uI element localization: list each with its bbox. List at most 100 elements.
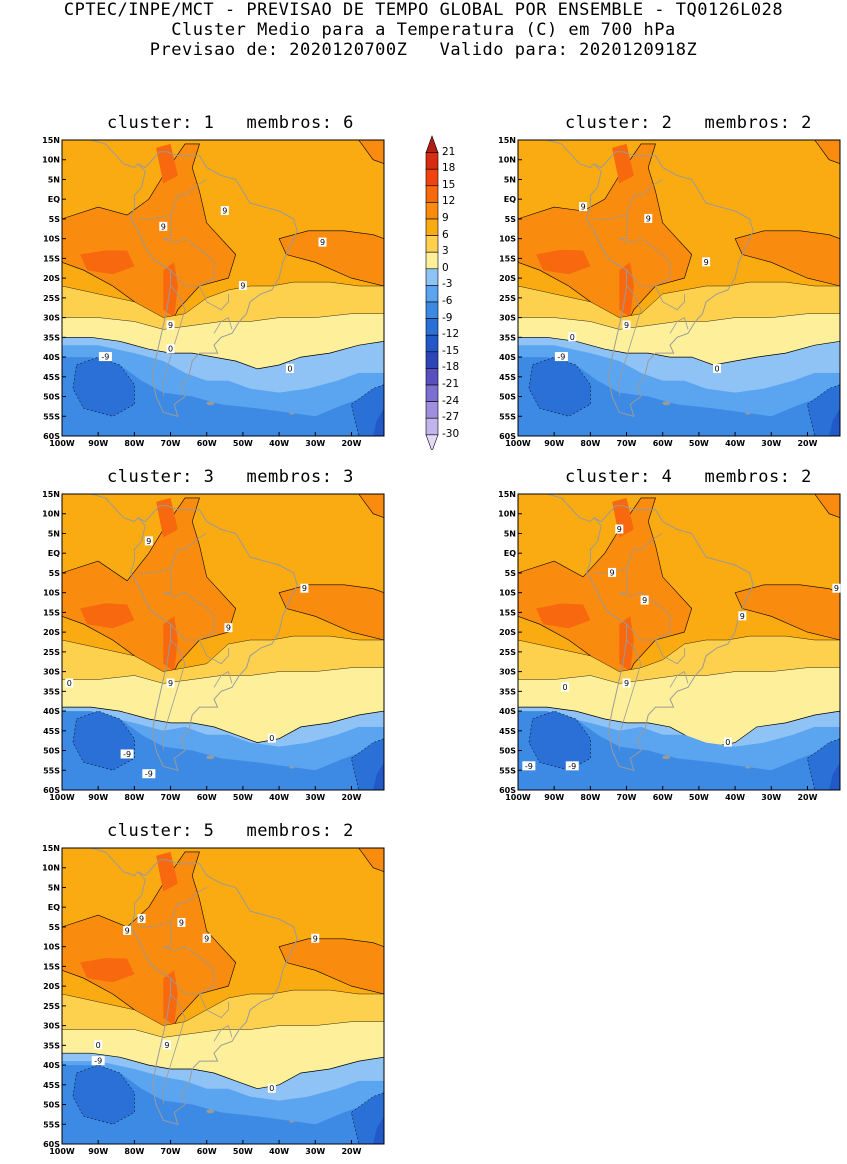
border-line (199, 993, 229, 1019)
lat-tick-label: 5N (48, 883, 60, 892)
contour-label: 0 (725, 738, 730, 747)
lat-tick-label: 20S (43, 982, 60, 991)
contour-label: -9 (123, 750, 131, 759)
colorbar-swatch (425, 251, 439, 270)
lat-tick-label: 5S (49, 569, 61, 578)
band-12-15 (163, 970, 178, 1026)
lon-tick-label: 70W (161, 1147, 181, 1156)
lat-tick-label: 25S (43, 648, 60, 657)
lat-tick-label: 15S (499, 608, 516, 617)
colorbar-swatch (425, 368, 439, 386)
map-frame (517, 493, 841, 791)
border-line (162, 285, 186, 397)
contour-label: 9 (320, 238, 325, 247)
lat-tick-label: 40S (499, 707, 516, 716)
lon-tick-label: 70W (617, 793, 637, 802)
border-line (170, 179, 207, 216)
border-line (174, 592, 207, 609)
border-line (655, 639, 685, 665)
lon-tick-label: 60W (653, 793, 673, 802)
contour-label: 9 (164, 1041, 169, 1050)
island (662, 401, 671, 406)
band-minus9-minus6 (62, 1065, 384, 1144)
contour-label: -9 (145, 770, 153, 779)
border-line (162, 993, 186, 1105)
lat-tick-label: EQ (504, 195, 516, 204)
band-12-15 (619, 262, 634, 318)
lon-tick-label: 90W (88, 793, 108, 802)
island (745, 766, 751, 769)
lat-tick-label: 10S (499, 235, 516, 244)
colorbar-label: -12 (442, 328, 460, 341)
colorbar-label: 0 (442, 261, 449, 274)
contour-label: 9 (642, 596, 647, 605)
lon-tick-label: 100W (49, 793, 75, 802)
contour-label-box (608, 567, 617, 577)
contour-label-box (159, 221, 168, 231)
coastline (546, 140, 595, 169)
band-12-15 (163, 616, 178, 672)
coastline (90, 848, 139, 877)
contour-label-box (123, 925, 132, 935)
contour-label: 9 (146, 537, 151, 546)
contour-label: 9 (204, 934, 209, 943)
lon-tick-label: 40W (269, 439, 289, 448)
contour-label: 9 (226, 624, 231, 633)
lat-tick-label: 15S (43, 254, 60, 263)
band-9-12 (358, 494, 384, 519)
contour-label-box (166, 320, 175, 330)
contour-label: 9 (139, 915, 144, 924)
lon-tick-label: 60W (197, 1147, 217, 1156)
band-minus12-minus9 (807, 738, 840, 790)
panel-title: cluster: 4 membros: 2 (565, 467, 812, 487)
lon-tick-label: 50W (689, 793, 709, 802)
contour-label: -9 (94, 1057, 102, 1066)
contour-label-box (738, 611, 747, 621)
lat-tick-label: 40S (43, 707, 60, 716)
lon-tick-label: 20W (797, 793, 817, 802)
contour-label-box (300, 583, 309, 593)
contour-label: 9 (179, 918, 184, 927)
lon-tick-label: 20W (341, 439, 361, 448)
colorbar-swatch (425, 268, 439, 286)
contour-label: 9 (168, 679, 173, 688)
lat-tick-label: 60S (43, 432, 60, 441)
lat-tick-label: 15N (42, 490, 60, 499)
band-12-15 (80, 250, 135, 275)
lat-tick-label: 45S (43, 373, 60, 382)
band-9-12 (734, 584, 840, 641)
colorbar-swatch (425, 235, 439, 253)
lat-tick-label: 25S (43, 294, 60, 303)
contour-label-box (644, 213, 653, 223)
lat-tick-label: 60S (43, 786, 60, 795)
lat-tick-label: 30S (499, 314, 516, 323)
contour-label: 9 (646, 214, 651, 223)
band-9-12 (278, 230, 384, 287)
lat-tick-label: 50S (499, 393, 516, 402)
island (289, 412, 295, 415)
border-line (199, 285, 229, 311)
lat-tick-label: 5N (504, 175, 516, 184)
band-minus9-minus6 (62, 357, 384, 436)
contour-label: 9 (125, 926, 130, 935)
border-line (138, 568, 175, 597)
lat-tick-label: 60S (499, 786, 516, 795)
contour-label-box (318, 237, 327, 247)
contour-label: -9 (557, 353, 565, 362)
band-minus15-minus12 (373, 762, 384, 790)
contour-label: 0 (287, 364, 292, 373)
lat-tick-label: EQ (48, 195, 60, 204)
border-line (199, 639, 229, 665)
lat-tick-label: 20S (43, 274, 60, 283)
colorbar-arrow-top (425, 135, 439, 153)
island (289, 1120, 295, 1123)
lat-tick-label: 10S (43, 943, 60, 952)
panel-title: cluster: 3 membros: 3 (107, 467, 354, 487)
contour-label: 9 (617, 525, 622, 534)
contour-label: 9 (624, 679, 629, 688)
lat-tick-label: 45S (43, 1081, 60, 1090)
lon-tick-label: 60W (197, 439, 217, 448)
contour-label-box (98, 352, 112, 362)
contour-label: 9 (313, 934, 318, 943)
lon-tick-label: 80W (124, 793, 144, 802)
